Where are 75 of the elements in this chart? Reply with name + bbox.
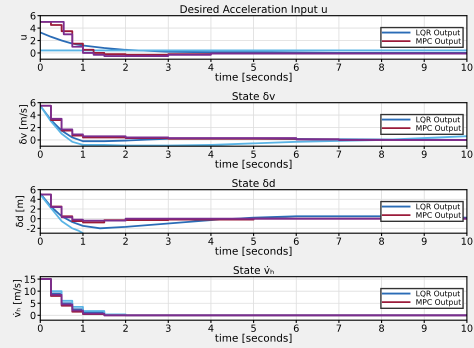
- y-tick-label: 6: [30, 99, 36, 106]
- x-tick-label: 1: [80, 150, 86, 158]
- chart-title: State δd: [232, 178, 275, 188]
- y-tick-label: 0: [30, 312, 36, 320]
- y-tick-label: 2: [30, 205, 36, 213]
- x-tick-label: 4: [208, 324, 214, 332]
- y-tick-label: -2: [26, 224, 36, 232]
- x-tick-label: 1: [80, 324, 86, 332]
- x-tick-label: 4: [208, 238, 214, 245]
- x-tick-label: 6: [294, 150, 299, 158]
- x-tick-label: 0: [38, 150, 43, 158]
- x-tick-label: 7: [336, 150, 342, 158]
- x-tick-label: 2: [123, 64, 128, 71]
- x-tick-label: 8: [379, 238, 384, 245]
- x-axis-title: time [seconds]: [215, 246, 292, 256]
- y-tick-label: 15: [24, 276, 36, 283]
- x-tick-label: 2: [123, 324, 128, 332]
- x-tick-label: 1: [80, 238, 86, 245]
- x-tick-label: 2: [123, 150, 128, 158]
- y-tick-label: 0: [30, 215, 36, 222]
- x-tick-label: 10: [462, 150, 472, 158]
- y-tick-label: 5: [30, 300, 36, 308]
- y-tick-label: 4: [30, 112, 36, 119]
- x-tick-label: 10: [462, 64, 472, 71]
- y-tick-label: 10: [24, 288, 36, 295]
- x-tick-label: 6: [294, 64, 299, 71]
- x-tick-label: 3: [166, 324, 171, 332]
- x-tick-label: 0: [38, 238, 43, 245]
- x-tick-label: 7: [336, 64, 342, 71]
- y-tick-label: 6: [30, 186, 36, 194]
- x-tick-label: 6: [294, 324, 299, 332]
- x-tick-label: 9: [422, 324, 427, 332]
- x-tick-label: 9: [422, 64, 427, 71]
- x-tick-label: 7: [336, 324, 342, 332]
- x-tick-label: 5: [251, 150, 256, 158]
- x-tick-label: 3: [166, 64, 171, 71]
- chart-title: State v̇ₕ: [234, 266, 274, 274]
- x-tick-label: 1: [80, 64, 86, 71]
- x-tick-label: 8: [379, 64, 384, 71]
- x-tick-label: 6: [294, 238, 299, 245]
- y-tick-label: 0: [30, 49, 36, 57]
- x-axis-title: time [seconds]: [215, 334, 292, 344]
- x-tick-label: 4: [208, 64, 214, 71]
- chart-title: Desired Acceleration Input u: [180, 4, 327, 16]
- x-tick-label: 8: [379, 150, 384, 158]
- x-tick-label: 10: [462, 324, 472, 332]
- line-series: [40, 194, 84, 234]
- y-tick-label: 0: [30, 136, 36, 144]
- x-tick-label: 3: [166, 238, 171, 245]
- x-tick-label: 4: [208, 150, 214, 158]
- y-tick-label: 6: [30, 12, 36, 20]
- x-tick-label: 3: [166, 150, 171, 158]
- x-tick-label: 5: [251, 64, 256, 71]
- y-axis-title: u: [21, 35, 27, 40]
- x-axis-title: time [seconds]: [215, 72, 292, 82]
- chart-title: State δv: [232, 92, 275, 100]
- x-tick-label: 5: [251, 324, 256, 332]
- y-tick-label: 2: [30, 124, 36, 132]
- y-tick-label: 4: [30, 24, 36, 32]
- y-tick-label: 4: [30, 196, 36, 204]
- x-tick-label: 9: [422, 150, 427, 158]
- x-axis-title: time [seconds]: [215, 160, 292, 170]
- x-tick-label: 10: [462, 238, 472, 245]
- line-series: [40, 32, 467, 54]
- x-tick-label: 0: [38, 324, 43, 332]
- y-axis-title: δd [m]: [16, 196, 24, 228]
- x-tick-label: 0: [38, 64, 43, 71]
- x-tick-label: 8: [379, 324, 384, 332]
- y-tick-label: 2: [30, 36, 36, 44]
- x-tick-label: 5: [251, 238, 256, 245]
- x-tick-label: 7: [336, 238, 342, 245]
- x-tick-label: 2: [123, 238, 128, 245]
- y-axis-title: δv [m/s]: [19, 105, 28, 144]
- x-tick-label: 9: [422, 238, 427, 245]
- y-axis-title: v̇ₕ [m/s]: [12, 280, 22, 318]
